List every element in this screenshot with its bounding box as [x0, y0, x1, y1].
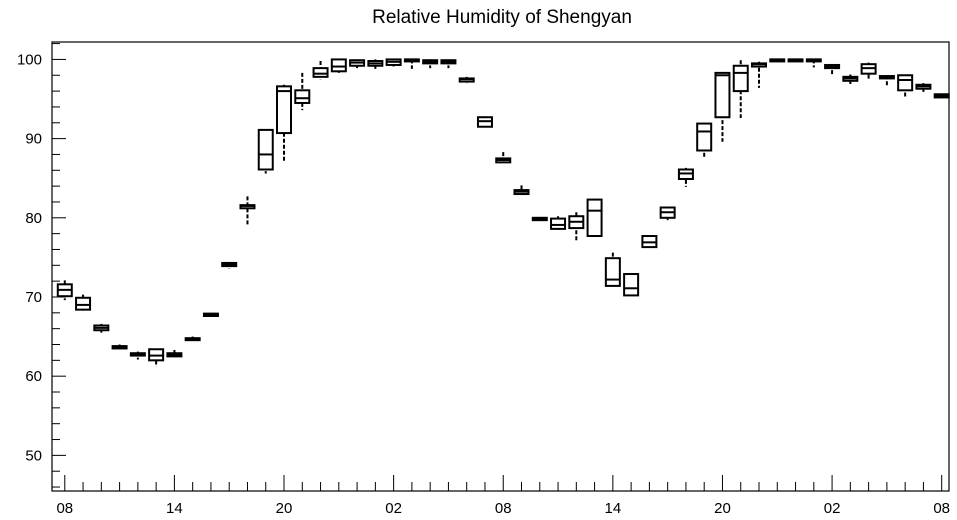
box [330, 58, 347, 73]
x-tick-label: 08 [56, 500, 73, 517]
box-4 [129, 351, 146, 360]
box-34 [677, 167, 694, 187]
box-5 [148, 348, 165, 367]
x-tick-label: 20 [714, 500, 731, 517]
x-tick-label: 08 [495, 500, 512, 517]
box-29 [586, 198, 603, 238]
y-tick-label: 90 [25, 131, 42, 148]
chart-title: Relative Humidity of Shengyan [372, 7, 632, 28]
box-38 [751, 61, 768, 88]
x-tick-label: 14 [605, 500, 622, 517]
box [696, 122, 713, 152]
box-31 [623, 273, 640, 297]
y-tick-label: 60 [25, 368, 42, 385]
box-27 [550, 216, 567, 230]
box-20 [422, 59, 439, 69]
box [550, 217, 567, 230]
box-30 [604, 252, 621, 287]
box-24 [495, 152, 512, 164]
box-28 [568, 212, 585, 241]
box-15 [330, 58, 347, 73]
box [312, 67, 329, 78]
box [294, 89, 311, 104]
box-19 [403, 58, 420, 69]
box-0 [56, 280, 73, 301]
box [714, 71, 731, 119]
x-axis: 08 14 20 02 08 14 20 02 08 [56, 475, 950, 517]
box [75, 296, 92, 311]
box-12 [276, 84, 293, 161]
x-tick-label: 14 [166, 500, 183, 517]
box-21 [440, 59, 457, 69]
box-7 [184, 336, 201, 342]
box-43 [842, 74, 859, 84]
box-26 [531, 216, 548, 222]
box-8 [202, 312, 219, 317]
box-9 [221, 261, 238, 269]
plot-frame [51, 41, 950, 492]
box-18 [385, 58, 402, 67]
box-37 [732, 60, 749, 119]
plot-area [56, 58, 950, 367]
box-13 [294, 72, 311, 111]
box [897, 74, 914, 92]
x-tick-label: 02 [385, 500, 402, 517]
box-23 [476, 116, 493, 129]
box-11 [257, 128, 274, 174]
box-1 [75, 294, 92, 312]
box-14 [312, 61, 329, 80]
x-tick-label: 08 [933, 500, 950, 517]
box-45 [878, 75, 895, 87]
box-36 [714, 71, 731, 142]
box-3 [111, 344, 128, 350]
box-2 [93, 323, 110, 333]
box-10 [239, 196, 256, 225]
y-axis: 50 60 70 80 90 100 [17, 43, 66, 488]
box-39 [769, 58, 786, 63]
box [257, 128, 274, 171]
box [276, 85, 293, 135]
box-40 [787, 58, 804, 63]
x-tick-label: 20 [276, 500, 293, 517]
y-tick-label: 50 [25, 447, 42, 464]
box-16 [349, 59, 366, 69]
y-tick-label: 100 [17, 51, 42, 68]
box [604, 257, 621, 287]
y-tick-label: 80 [25, 210, 42, 227]
box-44 [860, 62, 877, 80]
box [732, 64, 749, 93]
box [623, 273, 640, 297]
box [586, 198, 603, 238]
box-35 [696, 122, 713, 159]
box-17 [367, 59, 384, 69]
box-6 [166, 350, 183, 358]
x-tick-label: 02 [824, 500, 841, 517]
box-25 [513, 185, 530, 196]
box-22 [458, 76, 475, 84]
box-42 [824, 63, 841, 76]
box-33 [659, 206, 676, 221]
box-41 [805, 58, 822, 68]
box-46 [897, 74, 914, 98]
box-47 [915, 83, 932, 92]
box-32 [641, 235, 658, 249]
y-tick-label: 70 [25, 289, 42, 306]
box-48 [933, 93, 950, 100]
